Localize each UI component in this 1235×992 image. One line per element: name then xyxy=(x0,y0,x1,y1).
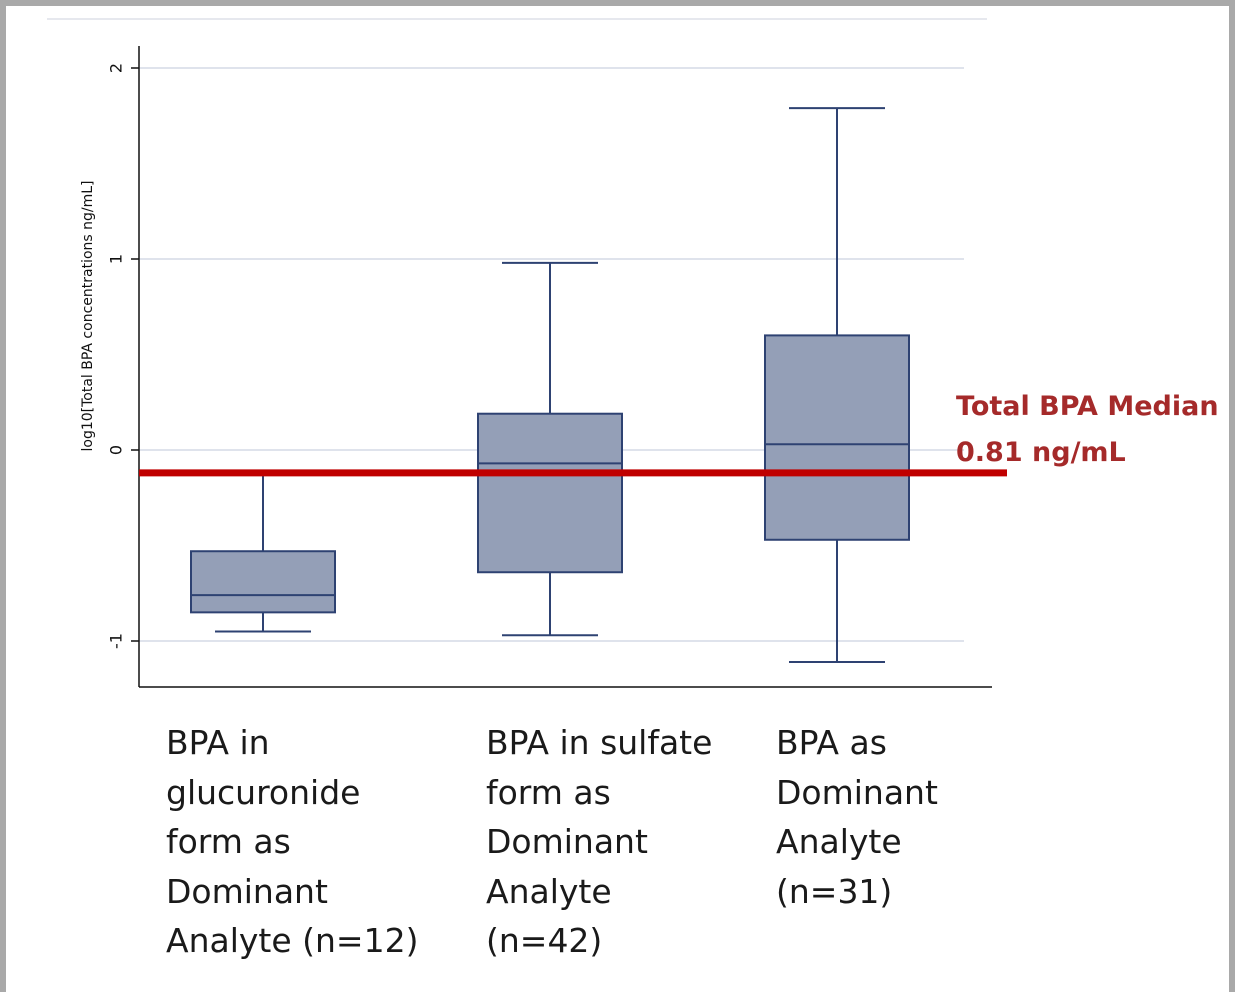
y-tick-label-2: 1 xyxy=(107,254,126,264)
median-reference-label: Total BPA Median 0.81 ng/mL xyxy=(956,391,1219,468)
box-2 xyxy=(764,334,910,541)
category-label-sulfate: BPA in sulfate form as Dominant Analyte … xyxy=(486,723,713,960)
category-label-glucuronide: BPA in glucuronide form as Dominant Anal… xyxy=(166,723,419,960)
y-tick-label-0: -1 xyxy=(107,633,126,649)
box-0 xyxy=(190,550,336,614)
y-tick-label-1: 0 xyxy=(107,445,126,455)
box-1 xyxy=(477,412,623,574)
y-tick-label-3: 2 xyxy=(107,63,126,73)
category-label-bpa: BPA as Dominant Analyte (n=31) xyxy=(776,723,938,911)
